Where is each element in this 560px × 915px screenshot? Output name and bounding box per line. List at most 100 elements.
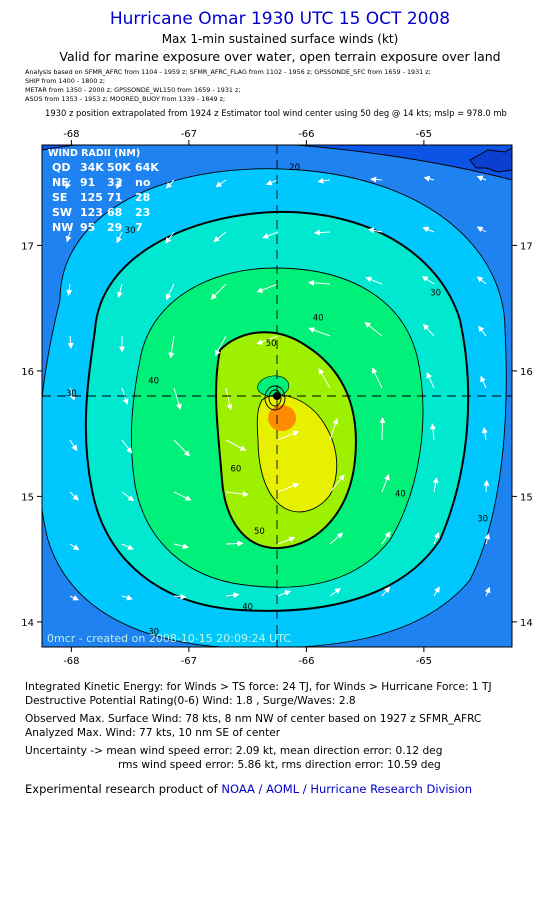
x-tick-label-bottom: -68	[63, 656, 79, 667]
plot-frame	[41, 144, 513, 648]
hurricane-force-contours	[84, 210, 470, 612]
wind-radii-cell: 71	[107, 191, 122, 204]
wind-vector	[329, 418, 339, 441]
wind-vector	[423, 175, 435, 182]
wind-radii-header-cell: 50K	[107, 161, 131, 174]
wind-vector	[225, 540, 244, 547]
wind-vector	[481, 427, 488, 441]
wind-radii-cell: 23	[135, 206, 150, 219]
center-crosshair	[42, 145, 512, 647]
wind-vector	[265, 179, 279, 186]
wind-vectors	[65, 175, 491, 601]
wind-vector	[213, 231, 227, 243]
wind-radii-cell: 123	[80, 206, 103, 219]
wind-radii-cell: 29	[107, 221, 122, 234]
wind-radii-header-cell: 64K	[135, 161, 159, 174]
contour-label: 30	[148, 627, 159, 637]
wind-vector	[379, 417, 386, 441]
wind-vector	[225, 387, 233, 411]
wind-vector	[168, 335, 175, 359]
contour-label: 30	[66, 389, 77, 399]
source-line-3: METAR from 1350 - 2000 z; GPSSONDE_WL150…	[25, 86, 241, 94]
wind-vector	[329, 532, 344, 545]
wind-vector	[421, 276, 435, 285]
wind-vector	[173, 593, 187, 600]
wind-vector	[262, 231, 279, 239]
wind-vector	[370, 176, 383, 183]
wind-vector	[121, 439, 133, 454]
wind-vector	[173, 491, 192, 501]
contour-label: 40	[313, 314, 324, 324]
source-line-4: ASOS from 1353 - 1953 z; MOORED_BUOY fro…	[25, 95, 226, 103]
axis-ticks: -68 -68 -67 -67 -66 -66 -65 -65 14 14 15 15 16 16 17 17	[21, 129, 532, 667]
contour-label: 30	[125, 226, 136, 236]
creation-watermark: 0mcr - created on 2008-10-15 20:09:24 UT…	[47, 632, 291, 645]
wind-vector	[165, 231, 175, 244]
credit-org-link[interactable]: NOAA / AOML / Hurricane Research Divisio…	[221, 782, 473, 796]
wind-radii-cell: no	[135, 176, 151, 189]
page-subtitle: Max 1-min sustained surface winds (kt)	[161, 32, 399, 46]
wind-vector	[215, 335, 227, 357]
y-tick-label-right: 14	[520, 618, 533, 629]
ike-line: Integrated Kinetic Energy: for Winds > T…	[25, 681, 492, 693]
source-line-2: SHIP from 1400 - 1800 z;	[25, 77, 105, 85]
wind-vector	[364, 321, 383, 337]
wind-vector	[381, 474, 390, 493]
wind-vector	[313, 229, 331, 236]
wind-radii-header-cell: QD	[52, 161, 70, 174]
uncertainty-line-2: rms wind speed error: 5.86 kt, rms direc…	[118, 759, 441, 771]
wind-vector	[433, 531, 440, 545]
y-tick-label-right: 17	[520, 241, 533, 252]
page-title: Hurricane Omar 1930 UTC 15 OCT 2008	[109, 9, 451, 29]
wind-vector	[426, 371, 435, 389]
wind-vector	[381, 586, 391, 597]
wind-vector	[165, 179, 175, 189]
wind-vector	[277, 482, 300, 493]
x-tick-label-bottom: -67	[181, 656, 197, 667]
wind-vector	[318, 368, 331, 389]
destructive-potential-line: Destructive Potential Rating(0-6) Wind: …	[25, 695, 356, 707]
wind-vector	[433, 586, 440, 597]
wind-vector	[422, 323, 435, 337]
wind-radii-cell: 95	[80, 221, 95, 234]
y-tick-label-left: 15	[21, 492, 34, 503]
wind-vector	[329, 588, 341, 597]
y-tick-label-left: 16	[21, 367, 34, 378]
wind-radii-cell: NE	[52, 176, 69, 189]
wind-vector	[480, 375, 487, 389]
source-line-1: Analysis based on SFMR_AFRC from 1104 - …	[25, 68, 431, 76]
wind-vector	[277, 590, 292, 597]
validity-note: Valid for marine exposure over water, op…	[59, 49, 501, 64]
wind-radii-cell: SE	[52, 191, 67, 204]
contour-label: 30	[430, 289, 441, 299]
wind-vector	[478, 325, 487, 337]
contour-label: 50	[254, 527, 265, 537]
wind-radii-cell: 91	[80, 176, 95, 189]
wind-vector	[69, 491, 79, 501]
x-tick-label-top: -65	[416, 129, 432, 140]
wind-vector	[225, 439, 247, 451]
wind-vector	[256, 335, 279, 345]
analyzed-max-wind: Analyzed Max. Wind: 77 kts, 10 nm SE of …	[25, 727, 281, 739]
wind-vector	[173, 439, 191, 457]
wind-vector	[173, 387, 182, 411]
y-tick-label-left: 14	[21, 618, 34, 629]
wind-vector	[476, 276, 487, 285]
band-80plus	[268, 405, 296, 431]
wind-vector	[225, 592, 240, 599]
contour-label: 60	[230, 464, 241, 474]
wind-vector	[67, 335, 74, 350]
wind-vector	[69, 543, 80, 551]
wind-vector	[484, 586, 491, 597]
wind-vector	[422, 226, 435, 233]
uncertainty-line-1: Uncertainty -> mean wind speed error: 2.…	[25, 745, 443, 757]
wind-vector	[116, 231, 123, 244]
wind-vector	[308, 279, 331, 286]
wind-vector	[308, 327, 331, 337]
contour-label: 50	[266, 339, 277, 349]
wind-vector	[484, 533, 491, 545]
x-tick-label-top: -67	[181, 129, 197, 140]
observed-max-wind: Observed Max. Surface Wind: 78 kts, 8 nm…	[25, 713, 482, 725]
wind-radii-title: WIND RADII (NM)	[48, 148, 140, 159]
wind-radii-cell: 7	[135, 221, 143, 234]
